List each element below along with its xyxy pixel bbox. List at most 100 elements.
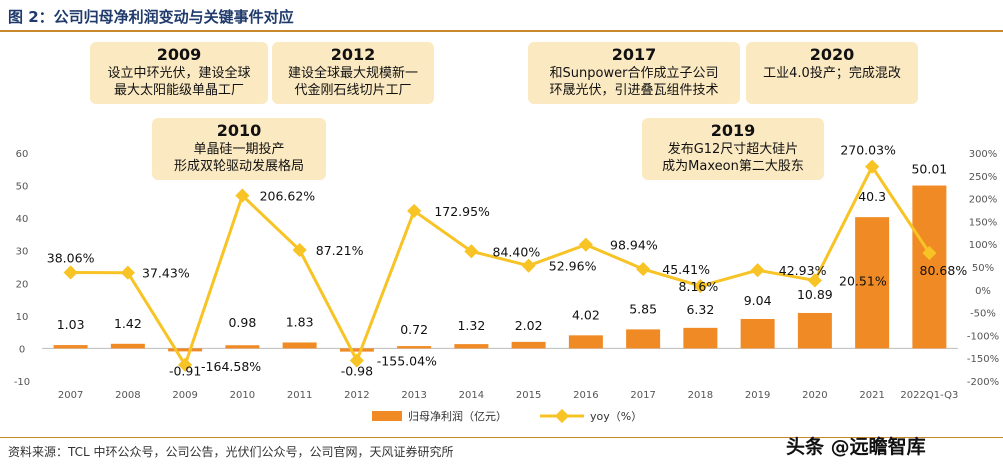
event-box-2012: 2012 建设全球最大规模新一 代金刚石线切片工厂 — [272, 42, 434, 104]
bar — [454, 344, 489, 349]
event-line: 最大太阳能级单晶工厂 — [113, 83, 244, 98]
x-tick-label: 2010 — [230, 390, 255, 401]
event-year: 2009 — [156, 45, 202, 64]
event-box-2009: 2009 设立中环光伏，建设全球 最大太阳能级单晶工厂 — [90, 42, 268, 104]
watermark: 头条 @远瞻智库 — [786, 436, 926, 458]
yoy-marker — [407, 203, 422, 219]
yoy-marker — [750, 263, 765, 278]
legend-bar-label: 归母净利润（亿元） — [408, 409, 507, 423]
x-tick-label: 2018 — [688, 390, 713, 401]
y-right-tick-label: -200% — [967, 377, 999, 388]
event-line: 代金刚石线切片工厂 — [294, 83, 412, 98]
y-right-tick-label: 300% — [969, 149, 998, 160]
y-left-tick-label: -10 — [14, 377, 30, 388]
yoy-marker — [464, 244, 479, 259]
event-box-2019: 2019 发布G12尺寸超大硅片 成为Maxeon第二大股东 — [642, 118, 824, 180]
event-line: 和Sunpower合作成立子公司 — [549, 66, 719, 81]
event-line: 单晶硅一期投产 — [193, 142, 285, 157]
event-year: 2012 — [330, 45, 376, 64]
bar — [626, 329, 661, 349]
bar — [110, 343, 145, 349]
x-tick-label: 2022Q1-Q3 — [900, 390, 958, 401]
bar-value-label: -0.91 — [169, 363, 201, 378]
y-left-tick-label: 50 — [16, 182, 29, 193]
bar — [225, 345, 260, 349]
x-tick-label: 2013 — [401, 390, 426, 401]
bar-value-label: 1.03 — [57, 317, 85, 332]
yoy-value-label: -155.04% — [377, 353, 437, 368]
bar-value-label: 2.02 — [515, 318, 543, 333]
yoy-value-label: 8.16% — [679, 279, 719, 294]
yoy-marker — [292, 242, 307, 258]
yoy-marker — [865, 159, 880, 174]
yoy-value-label: 45.41% — [662, 262, 710, 277]
bar — [912, 185, 947, 349]
y-left-tick-label: 30 — [16, 247, 29, 258]
y-right-tick-label: -150% — [967, 354, 999, 365]
bar-value-label: -0.98 — [341, 364, 373, 379]
bar — [855, 217, 890, 349]
yoy-value-label: 270.03% — [840, 143, 896, 158]
yoy-value-label: 42.93% — [779, 263, 827, 278]
bar-value-label: 0.98 — [228, 315, 256, 330]
event-line: 发布G12尺寸超大硅片 — [667, 142, 799, 157]
event-box-2020: 2020 工业4.0投产；完成混改 — [746, 42, 918, 104]
bar-value-label: 4.02 — [572, 307, 600, 322]
x-tick-label: 2016 — [573, 390, 598, 401]
yoy-marker — [235, 188, 250, 203]
yoy-value-label: 38.06% — [47, 250, 95, 265]
yoy-marker — [349, 353, 364, 368]
x-tick-label: 2008 — [115, 390, 140, 401]
y-right-tick-label: -100% — [967, 331, 999, 342]
legend-line-marker — [554, 408, 570, 424]
legend-line-label: yoy（%） — [590, 410, 642, 423]
yoy-marker — [636, 262, 651, 277]
yoy-value-label: 172.95% — [434, 204, 490, 219]
yoy-value-label: 80.68% — [920, 263, 968, 278]
bar — [168, 348, 203, 352]
event-year: 2010 — [216, 121, 262, 140]
y-right-tick-label: 250% — [969, 172, 998, 183]
event-line: 环晟光伏，引进叠瓦组件技术 — [549, 83, 719, 98]
yoy-value-label: 20.51% — [839, 273, 887, 288]
event-line: 建设全球最大规模新一 — [287, 66, 418, 81]
event-line: 成为Maxeon第二大股东 — [662, 159, 804, 174]
yoy-value-label: 206.62% — [260, 189, 316, 204]
yoy-marker — [807, 273, 822, 288]
y-right-tick-label: 150% — [969, 217, 998, 228]
yoy-marker — [922, 245, 937, 261]
yoy-value-label: 52.96% — [549, 259, 597, 274]
y-right-tick-label: 100% — [969, 240, 998, 251]
bar — [339, 348, 374, 352]
x-tick-label: 2021 — [859, 390, 884, 401]
y-left-tick-label: 40 — [16, 214, 29, 225]
x-tick-label: 2019 — [745, 390, 770, 401]
bar — [740, 318, 775, 349]
y-right-tick-label: 50% — [972, 263, 994, 274]
yoy-marker — [63, 265, 78, 280]
event-year: 2020 — [809, 45, 855, 64]
bar — [683, 327, 718, 349]
bar-value-label: 5.85 — [629, 301, 657, 316]
event-line: 工业4.0投产；完成混改 — [763, 66, 901, 81]
y-right-tick-label: -50% — [970, 309, 996, 320]
bar — [797, 312, 832, 349]
bar — [568, 335, 603, 349]
yoy-marker — [693, 279, 708, 294]
bar-value-label: 50.01 — [911, 162, 947, 177]
x-tick-label: 2014 — [459, 390, 484, 401]
x-tick-label: 2007 — [58, 390, 83, 401]
figure-title: 图 2：公司归母净利润变动与关键事件对应 — [8, 8, 294, 26]
y-right-tick-label: 200% — [969, 195, 998, 206]
event-year: 2019 — [710, 121, 756, 140]
y-left-tick-label: 20 — [16, 279, 29, 290]
bar-value-label: 1.83 — [286, 314, 314, 329]
event-box-2010: 2010 单晶硅一期投产 形成双轮驱动发展格局 — [152, 118, 326, 180]
event-box-2017: 2017 和Sunpower合作成立子公司 环晟光伏，引进叠瓦组件技术 — [528, 42, 740, 104]
x-tick-label: 2017 — [630, 390, 655, 401]
bar — [282, 342, 317, 349]
yoy-value-label: 37.43% — [142, 266, 190, 281]
bar-value-label: 1.42 — [114, 316, 142, 331]
y-left-tick-label: 0 — [19, 344, 25, 355]
